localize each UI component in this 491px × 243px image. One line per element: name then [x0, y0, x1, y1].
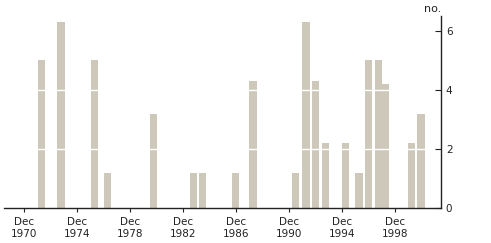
- Bar: [104, 173, 111, 208]
- Bar: [232, 173, 240, 208]
- Bar: [382, 84, 389, 208]
- Text: no.: no.: [424, 4, 441, 14]
- Bar: [408, 143, 415, 208]
- Bar: [190, 173, 197, 208]
- Bar: [342, 143, 349, 208]
- Bar: [417, 113, 425, 208]
- Bar: [38, 60, 45, 208]
- Bar: [364, 60, 372, 208]
- Bar: [57, 22, 65, 208]
- Bar: [90, 60, 98, 208]
- Bar: [355, 173, 362, 208]
- Bar: [150, 113, 158, 208]
- Bar: [292, 173, 299, 208]
- Bar: [375, 60, 382, 208]
- Bar: [199, 173, 206, 208]
- Bar: [322, 143, 329, 208]
- Bar: [249, 81, 257, 208]
- Bar: [312, 81, 319, 208]
- Bar: [302, 22, 310, 208]
